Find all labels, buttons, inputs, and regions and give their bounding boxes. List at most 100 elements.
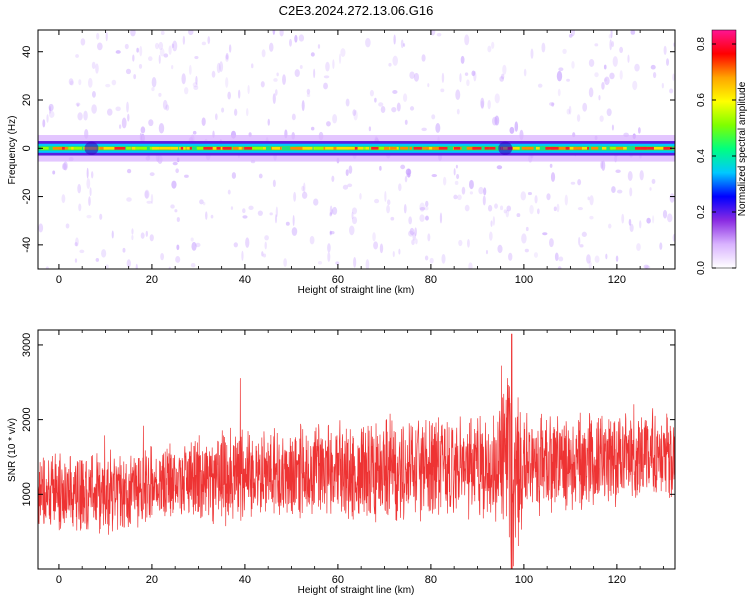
spectrogram-noise-cell <box>202 201 206 206</box>
spectrogram-noise-cell <box>467 238 470 248</box>
spectrogram-panel: 0 20 40 60 80 100 120 -40 -20 0 20 40 Height of str… <box>7 29 676 296</box>
spectrogram-noise-cell <box>144 190 149 199</box>
spectrogram-noise-cell <box>650 64 656 70</box>
spectrogram-noise-cell <box>549 102 555 106</box>
spectrogram-noise-cell <box>601 160 606 171</box>
spectrogram-noise-cell <box>568 105 572 115</box>
spectrogram-noise-cell <box>181 73 186 85</box>
spectrogram-peak-cell <box>113 146 126 150</box>
snr-xtick-label: 40 <box>239 574 251 586</box>
spectrogram-noise-cell <box>458 239 463 247</box>
spectrogram-noise-cell <box>348 165 353 174</box>
spectrogram-noise-cell <box>46 114 49 123</box>
spectrogram-noise-cell <box>586 254 591 264</box>
spectrogram-noise-cell <box>494 115 500 126</box>
spectrogram-noise-cell <box>453 194 458 200</box>
spectrogram-xtick-label: 80 <box>425 274 437 286</box>
spectrogram-noise-cell <box>106 108 113 116</box>
spectrogram-noise-cell <box>652 71 657 79</box>
spectrogram-noise-cell <box>91 61 96 70</box>
spectrogram-noise-cell <box>645 265 651 269</box>
spectrogram-noise-cell <box>471 70 476 77</box>
spectrogram-noise-cell <box>74 258 78 263</box>
spectrogram-noise-cell <box>283 258 287 267</box>
spectrogram-noise-cell <box>400 39 404 49</box>
spectrogram-noise-cell <box>264 235 269 241</box>
spectrogram-noise-cell <box>456 174 460 180</box>
spectrogram-noise-cell <box>499 205 504 211</box>
spectrogram-noise-cell <box>442 176 447 186</box>
spectrogram-noise-cell <box>509 126 515 134</box>
spectrogram-noise-cell <box>301 191 308 199</box>
spectrogram-noise-cell <box>582 102 588 112</box>
spectrogram-noise-cell <box>201 117 206 126</box>
spectrogram-noise-cell <box>568 33 573 38</box>
spectrogram-noise-cell <box>611 186 616 194</box>
spectrogram-noise-cell <box>419 202 425 212</box>
spectrogram-noise-cell <box>478 186 484 195</box>
spectrogram-noise-cell <box>589 215 594 220</box>
spectrogram-noise-cell <box>258 173 263 179</box>
spectrogram-peak-cell <box>41 146 49 150</box>
spectrogram-noise-cell <box>588 87 594 98</box>
spectrogram-noise-cell <box>75 237 79 247</box>
spectrogram-noise-cell <box>379 165 382 171</box>
snr-xtick-label: 120 <box>608 574 626 586</box>
spectrogram-noise-cell <box>537 208 540 215</box>
spectrogram-noise-cell <box>554 252 559 262</box>
spectrogram-noise-cell <box>126 259 131 268</box>
spectrogram-noise-cell <box>188 30 194 36</box>
spectrogram-noise-cell <box>421 127 427 132</box>
spectrogram-noise-cell <box>124 43 129 50</box>
spectrogram-peak-cell <box>365 146 370 150</box>
spectrogram-noise-cell <box>413 72 420 82</box>
spectrogram-noise-cell <box>628 218 632 226</box>
spectrogram-peak-cell <box>400 146 409 150</box>
spectrogram-noise-cell <box>86 167 89 179</box>
spectrogram-noise-cell <box>557 88 561 97</box>
spectrogram-noise-cell <box>533 252 538 258</box>
spectrogram-noise-cell <box>133 74 137 80</box>
spectrogram-peak-cell <box>545 146 556 150</box>
spectrogram-noise-cell <box>441 253 446 264</box>
spectrogram-noise-cell <box>138 63 143 69</box>
spectrogram-noise-cell <box>298 34 305 42</box>
snr-ylabel: SNR (10 * v/v) <box>7 418 18 482</box>
spectrogram-peak-cell <box>422 146 429 150</box>
spectrogram-noise-cell <box>615 255 619 262</box>
spectrogram-noise-cell <box>264 241 267 250</box>
spectrogram-noise-cell <box>176 244 180 251</box>
spectrogram-noise-cell <box>261 49 266 58</box>
spectrogram-peak-cell <box>428 146 433 150</box>
spectrogram-noise-cell <box>411 239 415 246</box>
spectrogram-noise-cell <box>408 216 413 225</box>
spectrogram-noise-cell <box>115 50 121 54</box>
spectrogram-peak-cell <box>512 146 520 150</box>
spectrogram-noise-cell <box>464 34 470 46</box>
spectrogram-noise-cell <box>188 64 192 75</box>
spectrogram-noise-cell <box>131 228 134 235</box>
spectrogram-peak-cell <box>581 146 588 150</box>
spectrogram-noise-cell <box>529 204 534 215</box>
spectrogram-peak-cell <box>260 146 266 150</box>
spectrogram-peak-cell <box>355 146 364 150</box>
spectrogram-noise-cell <box>603 64 607 70</box>
spectrogram-noise-cell <box>505 209 510 218</box>
spectrogram-noise-cell <box>294 34 298 43</box>
spectrogram-noise-cell <box>487 99 491 110</box>
spectrogram-peak-cell <box>170 146 179 150</box>
spectrogram-peak-cell <box>126 146 131 150</box>
spectrogram-noise-cell <box>194 55 199 60</box>
spectrogram-peak-cell <box>295 146 305 150</box>
colorbar-label: Normalized spectral amplitude <box>737 81 748 216</box>
spectrogram-noise-cell <box>373 241 379 250</box>
spectrogram-peak-cell <box>371 146 379 150</box>
spectrogram-ylabel: Frequency (Hz) <box>7 116 18 185</box>
spectrogram-peak-cell <box>663 146 672 150</box>
spectrogram-noise-cell <box>182 35 186 45</box>
spectrogram-noise-cell <box>151 76 157 88</box>
spectrogram-noise-cell <box>221 107 225 113</box>
spectrogram-noise-cell <box>403 203 407 214</box>
spectrogram-noise-cell <box>160 30 165 35</box>
spectrogram-noise-cell <box>160 252 165 261</box>
